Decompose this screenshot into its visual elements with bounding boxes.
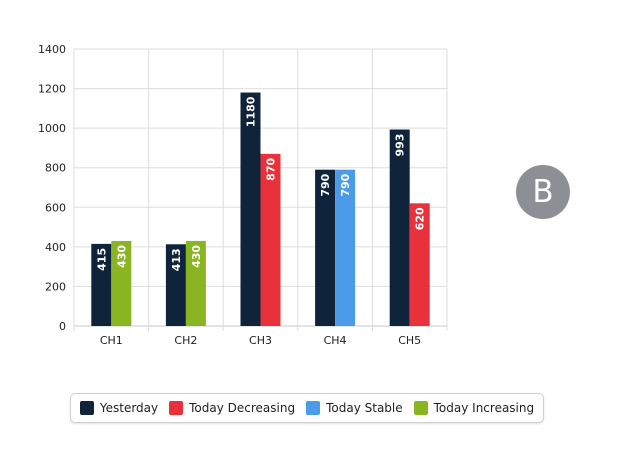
legend-label: Today Increasing (433, 401, 535, 415)
legend-label: Yesterday (99, 401, 159, 415)
bar-ch5-yesterday (389, 129, 410, 326)
data-label: 620 (414, 207, 427, 230)
y-tick-label: 1200 (38, 83, 66, 96)
y-tick-label: 1400 (38, 43, 66, 56)
bar-ch1-yesterday (91, 243, 112, 326)
y-tick-label: 0 (59, 320, 66, 333)
legend: Yesterday Today Decreasing Today Stable Tod… (70, 393, 544, 423)
data-label: 790 (319, 173, 332, 196)
legend-swatch (79, 401, 94, 415)
data-label: 430 (115, 245, 128, 268)
x-tick-label: CH5 (398, 334, 421, 347)
data-label: 430 (190, 245, 203, 268)
y-tick-label: 200 (45, 280, 66, 293)
legend-swatch (413, 401, 428, 415)
x-tick-label: CH3 (249, 334, 272, 347)
y-axis: 0 200 400 600 800 1000 1200 1400 (38, 43, 66, 333)
badge-b: B (516, 165, 570, 219)
legend-item-yesterday[interactable]: Yesterday (79, 401, 159, 415)
x-axis: CH1 CH2 CH3 CH4 CH5 (100, 334, 421, 347)
bar-ch3-today-decreasing (260, 153, 281, 326)
bar-ch4-yesterday (315, 169, 336, 326)
legend-item-today-stable[interactable]: Today Stable (306, 401, 403, 415)
legend-label: Today Stable (326, 401, 403, 415)
x-tick-label: CH2 (174, 334, 197, 347)
data-label: 993 (394, 134, 407, 157)
y-tick-label: 1000 (38, 122, 66, 135)
data-label: 790 (339, 173, 352, 196)
data-label: 415 (95, 248, 108, 271)
bar-ch5-today-decreasing (409, 203, 430, 326)
legend-swatch (306, 401, 321, 415)
bar-ch2-yesterday (165, 244, 186, 326)
y-tick-label: 800 (45, 162, 66, 175)
data-label: 413 (170, 248, 183, 271)
x-tick-label: CH1 (100, 334, 123, 347)
data-label: 870 (265, 158, 278, 181)
bar-group: 415 430 413 430 1180 870 790 790 993 620 (91, 92, 430, 327)
bar-ch1-today-increasing (111, 240, 132, 326)
y-tick-label: 600 (45, 201, 66, 214)
bar-ch2-today-increasing (185, 240, 206, 326)
legend-item-today-decreasing[interactable]: Today Decreasing (169, 401, 295, 415)
legend-swatch (169, 401, 184, 415)
data-label: 1180 (245, 96, 258, 127)
bar-ch4-today-stable (335, 169, 356, 326)
y-tick-label: 400 (45, 241, 66, 254)
bar-ch3-yesterday (240, 92, 261, 327)
legend-label: Today Decreasing (189, 401, 296, 415)
x-tick-label: CH4 (324, 334, 347, 347)
legend-item-today-increasing[interactable]: Today Increasing (413, 401, 535, 415)
